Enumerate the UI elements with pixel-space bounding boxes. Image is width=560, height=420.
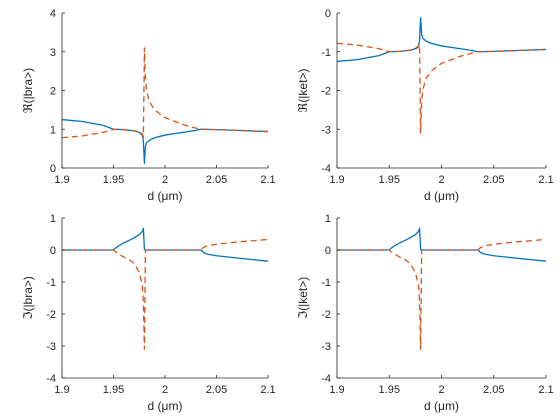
y-tick-label: 0 [325, 8, 331, 20]
y-tick-label: -2 [321, 86, 331, 98]
x-tick-label: 1.95 [103, 384, 124, 396]
y-tick-label: 1 [50, 124, 56, 136]
chart-panel-4: 1.9 1.95 2 2.05 2.1 -4 -3 -2 -1 0 1 d (μm) ℑ(|ket>) [296, 213, 554, 413]
y-tick-label: 1 [325, 213, 331, 225]
series-line-1 [337, 17, 546, 63]
y-tick-label: -2 [46, 309, 56, 321]
series-line-2 [62, 238, 268, 350]
y-tick-label: -4 [321, 163, 331, 175]
x-tick-label: 2.1 [538, 384, 553, 396]
x-tick-label: 1.95 [103, 174, 124, 186]
y-axis-label: ℑ(|ket>) [296, 277, 310, 320]
x-tick-label: 2.1 [260, 174, 275, 186]
y-axis-label: ℑ(|bra>) [21, 276, 35, 320]
x-tick-label: 2.1 [538, 174, 553, 186]
series-line-1 [337, 227, 546, 262]
y-tick-label: -3 [321, 124, 331, 136]
y-tick-label: -1 [321, 47, 331, 59]
x-tick-label: 2.05 [206, 384, 227, 396]
y-tick-label: -3 [46, 341, 56, 353]
x-axis-label: d (μm) [148, 399, 183, 413]
x-tick-label: 2.05 [483, 384, 504, 396]
y-axis-label: ℜ(|ket>) [296, 69, 310, 113]
series-line-2 [62, 47, 268, 139]
y-tick-label: -2 [321, 309, 331, 321]
y-tick-label: -1 [46, 277, 56, 289]
y-tick-label: 2 [50, 86, 56, 98]
series-line-1 [62, 118, 268, 164]
y-tick-label: -3 [321, 341, 331, 353]
y-tick-label: 0 [50, 163, 56, 175]
y-tick-label: -1 [321, 277, 331, 289]
y-tick-label: -4 [321, 373, 331, 385]
x-axis-label: d (μm) [148, 189, 183, 203]
chart-panel-2: 1.9 1.95 2 2.05 2.1 -4 -3 -2 -1 0 d (μm) ℜ(|ket>) [296, 8, 554, 203]
x-tick-label: 2 [438, 174, 444, 186]
series-line-1 [62, 227, 268, 262]
x-tick-label: 2 [162, 384, 168, 396]
x-tick-label: 2.05 [206, 174, 227, 186]
x-tick-label: 2.1 [260, 384, 275, 396]
x-tick-label: 2 [438, 384, 444, 396]
y-tick-label: -4 [46, 373, 56, 385]
x-axis-label: d (μm) [424, 399, 459, 413]
y-axis-label: ℜ(|bra>) [21, 68, 35, 113]
x-tick-label: 1.95 [379, 384, 400, 396]
x-tick-label: 1.9 [329, 384, 344, 396]
x-tick-label: 1.9 [54, 384, 69, 396]
y-tick-label: 1 [50, 213, 56, 225]
x-tick-label: 1.95 [379, 174, 400, 186]
x-axis-label: d (μm) [424, 189, 459, 203]
chart-panel-1: 1.9 1.95 2 2.05 2.1 0 1 2 3 4 d (μm) ℜ(|bra>) [21, 8, 276, 203]
y-tick-label: 4 [50, 8, 56, 20]
x-tick-label: 1.9 [329, 174, 344, 186]
x-tick-label: 1.9 [54, 174, 69, 186]
chart-panel-3: 1.9 1.95 2 2.05 2.1 -4 -3 -2 -1 0 1 d (μm) ℑ(|bra>) [21, 213, 276, 413]
y-tick-label: 0 [50, 245, 56, 257]
series-line-2 [337, 42, 546, 134]
y-tick-label: 0 [325, 245, 331, 257]
series-line-2 [337, 238, 546, 350]
x-tick-label: 2 [162, 174, 168, 186]
x-tick-label: 2.05 [483, 174, 504, 186]
y-tick-label: 3 [50, 47, 56, 59]
